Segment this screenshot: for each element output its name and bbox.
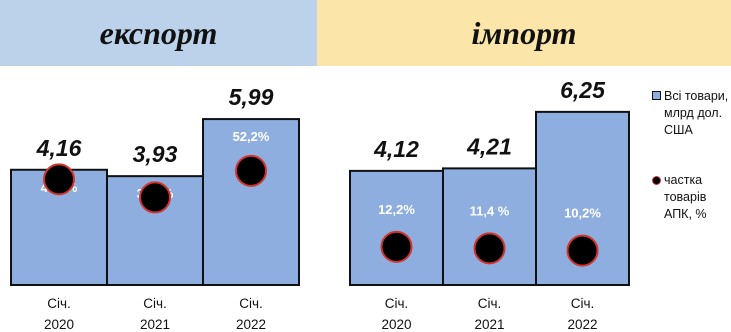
import-category-label-3: Січ.	[571, 296, 595, 311]
legend-item-share: частка товарів АПК, %	[652, 172, 731, 223]
import-share-label-1: 12,2%	[378, 202, 415, 217]
import-category-label-2: Січ.	[478, 296, 502, 311]
import-banner: імпорт	[317, 0, 731, 66]
export-value-label-3: 5,99	[229, 84, 274, 110]
import-share-dot-1	[380, 230, 413, 263]
export-share-label-3: 52,2%	[233, 129, 270, 144]
export-banner: експорт	[0, 0, 317, 66]
import-bar-1	[349, 169, 444, 287]
export-category-year-2: 2021	[140, 317, 170, 332]
import-title: імпорт	[471, 14, 577, 51]
export-category-label-1: Січ.	[47, 296, 71, 311]
import-value-label-1: 4,12	[373, 136, 419, 162]
import-share-label-3: 10,2%	[564, 206, 601, 221]
export-share-dot-3	[235, 154, 267, 187]
export-bar-3	[202, 118, 300, 287]
export-category-label-2: Січ.	[143, 296, 167, 311]
legend-item-bars: Всі товари, млрд дол. США	[652, 88, 731, 139]
import-bar-2	[442, 167, 537, 286]
legend-share-label: частка товарів АПК, %	[664, 173, 707, 221]
import-value-label-3: 6,25	[560, 77, 606, 103]
import-share-dot-2	[473, 232, 506, 265]
legend-bar-swatch	[652, 91, 661, 100]
export-value-label-1: 4,16	[36, 135, 82, 161]
import-category-year-1: 2020	[381, 317, 411, 332]
import-category-label-1: Січ.	[385, 296, 409, 311]
import-category-year-3: 2022	[567, 317, 597, 332]
export-category-label-3: Січ.	[239, 296, 263, 311]
import-share-label-2: 11,4 %	[470, 203, 510, 218]
import-category-year-2: 2021	[474, 317, 504, 332]
export-value-label-2: 3,93	[133, 141, 178, 167]
legend-dot-marker	[652, 176, 661, 185]
export-share-dot-2	[139, 181, 171, 214]
export-category-year-1: 2020	[44, 317, 74, 332]
legend-bars-label: Всі товари, млрд дол. США	[664, 89, 729, 137]
import-value-label-2: 4,21	[466, 133, 512, 159]
export-category-year-3: 2022	[236, 317, 266, 332]
export-share-dot-1	[43, 163, 75, 196]
import-share-dot-3	[566, 234, 599, 267]
export-title: експорт	[99, 14, 218, 51]
